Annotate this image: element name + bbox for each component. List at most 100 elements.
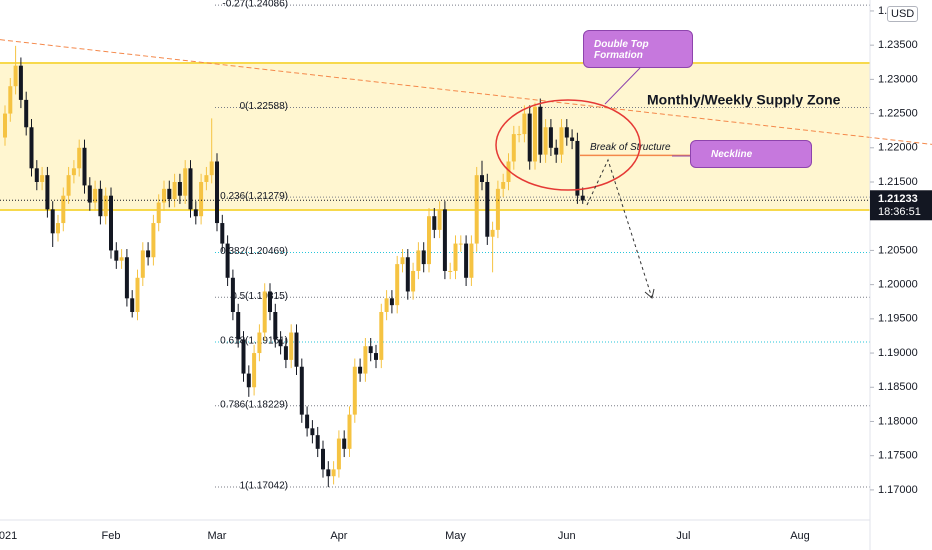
candle-body bbox=[464, 243, 469, 278]
candle-body bbox=[368, 346, 373, 354]
y-tick-label: 1.22000 bbox=[878, 142, 918, 154]
candle-body bbox=[469, 243, 474, 278]
candle-body bbox=[495, 188, 500, 230]
candle-body bbox=[517, 134, 522, 136]
candle-body bbox=[358, 366, 363, 374]
price-tag-countdown: 18:36:51 bbox=[878, 206, 921, 218]
candle-body bbox=[522, 113, 527, 135]
candle-body bbox=[77, 147, 82, 169]
candle-body bbox=[71, 168, 76, 176]
candle-body bbox=[294, 332, 299, 367]
fib-label: 0(1.22588) bbox=[240, 101, 288, 112]
zone-label: Monthly/Weekly Supply Zone bbox=[647, 92, 841, 108]
candle-body bbox=[103, 195, 108, 217]
pattern-circle bbox=[495, 99, 641, 191]
candle-body bbox=[485, 182, 490, 237]
x-tick-label: Apr bbox=[330, 530, 347, 542]
candle-body bbox=[87, 185, 92, 203]
y-tick-label: 1.18000 bbox=[878, 415, 918, 427]
candle-body bbox=[273, 312, 278, 340]
candle-body bbox=[310, 428, 315, 436]
candle-body bbox=[268, 291, 272, 312]
candle-body bbox=[395, 264, 400, 306]
y-tick-label: 1.19000 bbox=[878, 347, 918, 359]
candle-body bbox=[554, 147, 559, 155]
y-tick-label: 1.22500 bbox=[878, 107, 918, 119]
currency-badge[interactable]: USD bbox=[887, 6, 919, 22]
fib-label: -0.27(1.24086) bbox=[222, 0, 288, 10]
candle-body bbox=[56, 223, 60, 234]
candle-body bbox=[124, 257, 129, 299]
candle-body bbox=[299, 366, 304, 415]
candle-body bbox=[252, 353, 257, 388]
candle-body bbox=[374, 353, 378, 360]
candle-body bbox=[405, 257, 410, 292]
candle-body bbox=[167, 188, 172, 200]
candle-body bbox=[331, 469, 336, 477]
candle-body bbox=[480, 175, 484, 182]
candle-body bbox=[29, 127, 34, 169]
candle-body bbox=[448, 270, 453, 272]
candle-body bbox=[548, 127, 553, 148]
candle-body bbox=[564, 127, 569, 138]
candle-body bbox=[379, 312, 384, 360]
candle-body bbox=[225, 243, 230, 278]
candle-body bbox=[130, 298, 135, 312]
candle-body bbox=[262, 291, 267, 333]
candle-body bbox=[18, 65, 23, 100]
candle-body bbox=[384, 298, 389, 312]
candle-body bbox=[559, 127, 564, 155]
candle-body bbox=[421, 250, 426, 265]
candle-body bbox=[347, 414, 352, 449]
x-tick-label: Jul bbox=[676, 530, 690, 542]
fib-label: 1(1.17042) bbox=[240, 481, 288, 492]
y-tick-label: 1.20500 bbox=[878, 244, 918, 256]
candle-body bbox=[66, 175, 71, 196]
candle-body bbox=[209, 161, 214, 176]
candle-body bbox=[278, 339, 283, 347]
candle-body bbox=[146, 250, 151, 258]
candle-body bbox=[570, 137, 575, 141]
fib-label: 0.5(1.19815) bbox=[231, 291, 288, 302]
x-tick-label: Aug bbox=[790, 530, 810, 542]
price-tag bbox=[870, 190, 932, 221]
candle-body bbox=[188, 168, 193, 210]
callout-pointer bbox=[604, 67, 641, 105]
candle-body bbox=[289, 332, 294, 360]
candle-body bbox=[321, 448, 325, 470]
candle-body bbox=[363, 346, 368, 374]
candle-body bbox=[336, 438, 341, 470]
candle-body bbox=[151, 223, 156, 258]
candle-body bbox=[580, 195, 585, 201]
candle-body bbox=[177, 182, 182, 196]
x-tick-label: Jun bbox=[558, 530, 576, 542]
candle-body bbox=[416, 250, 421, 271]
candle-body bbox=[241, 339, 246, 374]
neckline-callout: Neckline bbox=[690, 140, 812, 168]
candle-body bbox=[427, 216, 431, 265]
candle-body bbox=[490, 229, 495, 237]
y-tick-label: 1.23000 bbox=[878, 73, 918, 85]
projection-arrowhead bbox=[644, 288, 655, 299]
candle-body bbox=[135, 277, 140, 312]
candle-body bbox=[50, 209, 55, 234]
y-tick-label: 1.19500 bbox=[878, 313, 918, 325]
candle-body bbox=[411, 270, 416, 292]
x-tick-label: May bbox=[445, 530, 466, 542]
candle-body bbox=[13, 65, 18, 87]
y-tick-label: 1.20000 bbox=[878, 279, 918, 291]
x-tick-label: Feb bbox=[102, 530, 121, 542]
y-tick-label: 1.17000 bbox=[878, 484, 918, 496]
projection-arrow bbox=[586, 158, 653, 299]
candle-body bbox=[3, 113, 7, 138]
candle-body bbox=[437, 209, 442, 230]
candle-body bbox=[432, 216, 437, 230]
candle-body bbox=[24, 99, 29, 128]
candle-body bbox=[283, 346, 288, 360]
candle-body bbox=[140, 250, 145, 278]
candle-body bbox=[8, 86, 13, 114]
structure-label: Break of Structure bbox=[590, 142, 671, 153]
candle-body bbox=[199, 182, 204, 217]
